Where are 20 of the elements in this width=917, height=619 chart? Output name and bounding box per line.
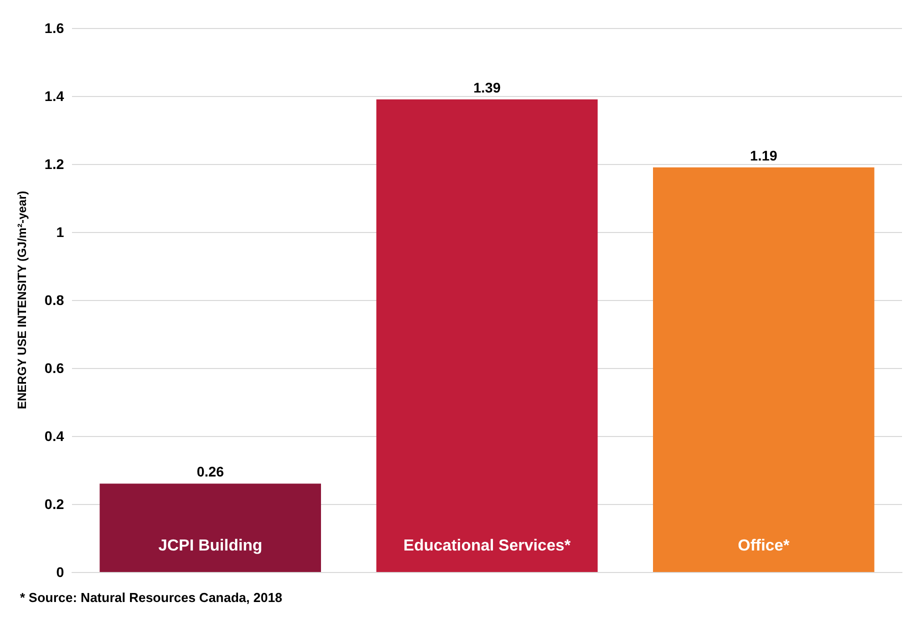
data-label: 0.26 [196,464,224,480]
y-tick-label: 1 [56,224,64,240]
x-tick-label: Educational Services* [403,538,572,554]
y-tick-label: 1.2 [44,156,64,172]
data-label: 1.19 [750,147,778,164]
y-tick-label: 0.8 [44,292,64,308]
y-tick-label: 0.2 [44,496,64,512]
x-tick-label: Office* [738,538,790,554]
y-tick-label: 0.4 [44,428,64,444]
y-tick-label: 0.6 [44,360,64,376]
x-tick-label: JCPI Building [158,538,262,554]
y-axis-title: ENERGY USE INTENSITY (GJ/m²-year) [15,190,29,410]
bar [653,167,874,572]
data-label: 1.39 [473,79,501,96]
y-tick-label: 1.4 [44,88,64,104]
bar [100,484,321,572]
bar [376,99,598,572]
y-tick-label: 1.6 [44,20,64,36]
y-tick-label: 0 [56,564,64,580]
text: * Source: Natural Resources Canada, 2018 [20,590,282,605]
